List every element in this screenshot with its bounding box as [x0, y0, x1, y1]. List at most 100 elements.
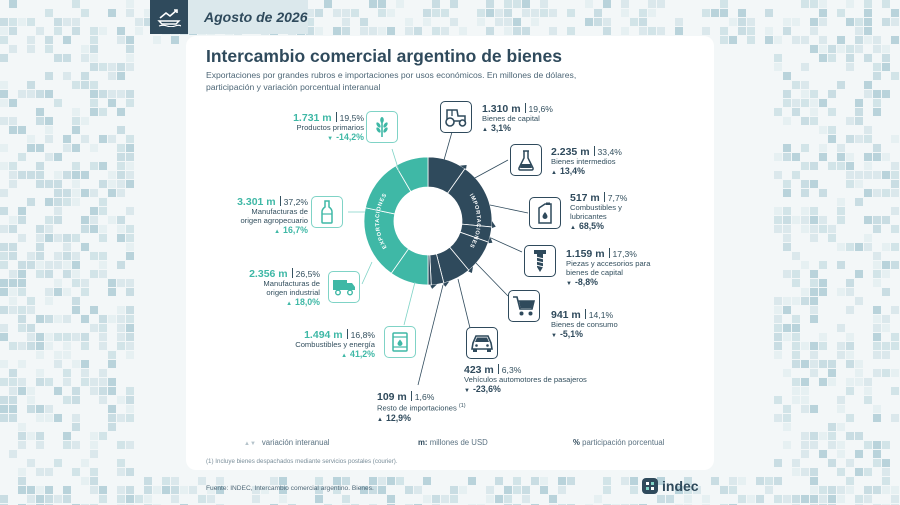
mosaic-tile — [36, 414, 44, 422]
import-category: Piezas y accesorios para bienes de capit… — [566, 259, 651, 277]
mosaic-tile — [90, 36, 98, 44]
mosaic-tile — [63, 342, 71, 350]
mosaic-tile — [126, 387, 134, 395]
mosaic-tile — [162, 486, 170, 494]
import-label-bienes-capital: 1.310 m 19,6% Bienes de capital ▲ 3,1% — [482, 103, 553, 135]
mosaic-tile — [486, 495, 494, 503]
mosaic-tile — [783, 297, 791, 305]
mosaic-tile — [855, 108, 863, 116]
mosaic-tile — [801, 216, 809, 224]
mosaic-tile — [0, 90, 8, 98]
import-label-piezas-accesorios: 1.159 m 17,3% Piezas y accesorios para bi… — [566, 248, 650, 289]
mosaic-tile — [189, 486, 197, 494]
mosaic-tile — [774, 207, 782, 215]
mosaic-tile — [108, 216, 116, 224]
mosaic-tile — [774, 333, 782, 341]
mosaic-tile — [63, 270, 71, 278]
mosaic-tile — [99, 396, 107, 404]
mosaic-tile — [279, 495, 287, 503]
mosaic-tile — [495, 18, 503, 26]
arrow-up-icon: ▲ — [570, 225, 576, 231]
mosaic-tile — [864, 126, 872, 134]
leader-line — [361, 261, 373, 285]
mosaic-tile — [819, 450, 827, 458]
mosaic-tile — [792, 324, 800, 332]
mosaic-tile — [810, 360, 818, 368]
mosaic-tile — [72, 333, 80, 341]
mosaic-tile — [306, 9, 314, 17]
mosaic-tile — [864, 27, 872, 35]
mosaic-tile — [126, 468, 134, 476]
mosaic-tile — [504, 9, 512, 17]
mosaic-tile — [765, 9, 773, 17]
mosaic-tile — [855, 243, 863, 251]
mosaic-tile — [45, 72, 53, 80]
mosaic-tile — [126, 333, 134, 341]
mosaic-tile — [882, 270, 890, 278]
mosaic-tile — [0, 288, 8, 296]
mosaic-tile — [0, 378, 8, 386]
mosaic-tile — [882, 189, 890, 197]
mosaic-tile — [504, 495, 512, 503]
mosaic-tile — [882, 54, 890, 62]
mosaic-tile — [171, 36, 179, 44]
mosaic-tile — [621, 27, 629, 35]
mosaic-tile — [9, 342, 17, 350]
mosaic-tile — [522, 495, 530, 503]
mosaic-tile — [846, 171, 854, 179]
mosaic-tile — [828, 459, 836, 467]
mosaic-tile — [81, 333, 89, 341]
mosaic-tile — [99, 315, 107, 323]
mosaic-tile — [108, 9, 116, 17]
mosaic-tile — [63, 261, 71, 269]
mosaic-tile — [864, 9, 872, 17]
mosaic-tile — [90, 306, 98, 314]
mosaic-tile — [54, 288, 62, 296]
mosaic-tile — [90, 432, 98, 440]
mosaic-tile — [108, 315, 116, 323]
mosaic-tile — [72, 18, 80, 26]
mosaic-tile — [90, 477, 98, 485]
mosaic-tile — [54, 315, 62, 323]
mosaic-tile — [99, 378, 107, 386]
mosaic-tile — [423, 495, 431, 503]
mosaic-tile — [810, 207, 818, 215]
mosaic-tile — [0, 207, 8, 215]
mosaic-tile — [396, 477, 404, 485]
mosaic-tile — [54, 387, 62, 395]
mosaic-tile — [774, 216, 782, 224]
mosaic-tile — [810, 225, 818, 233]
mosaic-tile — [810, 486, 818, 494]
mosaic-tile — [81, 459, 89, 467]
mosaic-tile — [774, 306, 782, 314]
mosaic-tile — [495, 495, 503, 503]
mosaic-tile — [378, 486, 386, 494]
mosaic-tile — [45, 153, 53, 161]
export-variation: 41,2% — [350, 349, 375, 359]
mosaic-tile — [891, 9, 899, 17]
mosaic-tile — [432, 9, 440, 17]
mosaic-tile — [594, 18, 602, 26]
mosaic-tile — [837, 243, 845, 251]
mosaic-tile — [873, 216, 881, 224]
mosaic-tile — [54, 207, 62, 215]
mosaic-tile — [27, 333, 35, 341]
mosaic-tile — [81, 117, 89, 125]
mosaic-tile — [855, 432, 863, 440]
mosaic-tile — [819, 144, 827, 152]
mosaic-tile — [621, 0, 629, 8]
mosaic-tile — [846, 0, 854, 8]
mosaic-tile — [27, 297, 35, 305]
mosaic-tile — [783, 216, 791, 224]
mosaic-tile — [387, 477, 395, 485]
mosaic-tile — [792, 351, 800, 359]
mosaic-tile — [810, 495, 818, 503]
fuel-drum-icon-box — [384, 326, 416, 358]
mosaic-tile — [810, 306, 818, 314]
mosaic-tile — [45, 333, 53, 341]
footnote-mark: (1) — [458, 403, 466, 409]
mosaic-tile — [792, 216, 800, 224]
mosaic-tile — [9, 27, 17, 35]
mosaic-tile — [0, 333, 8, 341]
mosaic-tile — [54, 261, 62, 269]
